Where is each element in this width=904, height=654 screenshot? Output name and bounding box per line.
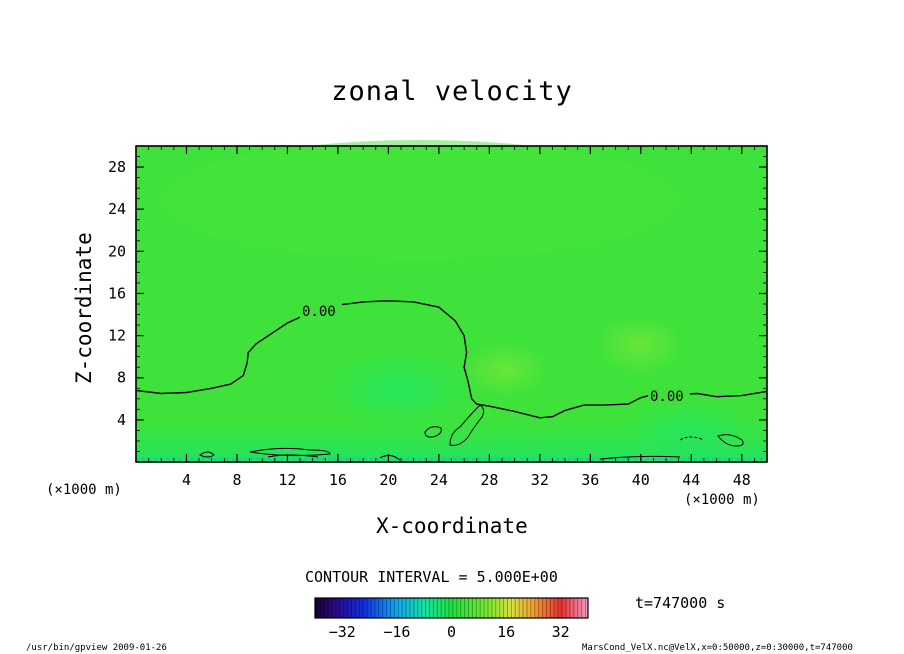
time-label: t=747000 s — [635, 594, 726, 612]
x-axis-label: X-coordinate — [376, 514, 528, 538]
footer-left: /usr/bin/gpview 2009-01-26 — [26, 643, 167, 653]
y-tick-label: 4 — [117, 411, 126, 429]
x-tick-label: 20 — [379, 471, 397, 489]
colorbar-tick-label: −32 — [329, 623, 356, 641]
x-tick-label: 36 — [581, 471, 599, 489]
x-axis: 4 8 12 16 20 24 28 32 36 40 44 48 — [135, 146, 768, 489]
colorbar-tick-label: −16 — [383, 623, 410, 641]
y-tick-label: 20 — [108, 242, 126, 260]
x-tick-label: 12 — [278, 471, 296, 489]
chart-title: zonal velocity — [331, 76, 573, 107]
x-tick-label: 40 — [632, 471, 650, 489]
colorbar: −32 −16 0 16 32 — [314, 597, 589, 641]
x-tick-label: 16 — [329, 471, 347, 489]
footer-right: MarsCond_VelX.nc@VelX,x=0:50000,z=0:3000… — [582, 643, 853, 653]
y-tick-label: 16 — [108, 284, 126, 302]
contour-label-1: 0.00 — [302, 304, 336, 320]
y-tick-label: 12 — [108, 327, 126, 345]
x-tick-label: 44 — [682, 471, 700, 489]
colorbar-tick-label: 16 — [497, 623, 515, 641]
x-unit-left: (×1000 m) — [46, 482, 122, 498]
x-tick-label: 24 — [430, 471, 448, 489]
x-unit-right: (×1000 m) — [684, 492, 760, 508]
y-tick-label: 28 — [108, 158, 126, 176]
y-tick-label: 24 — [108, 200, 126, 218]
x-tick-label: 28 — [480, 471, 498, 489]
x-tick-label: 48 — [733, 471, 751, 489]
contour-label-2: 0.00 — [650, 389, 684, 405]
y-axis: 4 8 12 16 20 24 28 — [108, 145, 767, 463]
plot-area — [136, 140, 767, 462]
colorbar-tick-label: 0 — [447, 623, 456, 641]
x-tick-label: 4 — [182, 471, 191, 489]
colorbar-tick-label: 32 — [552, 623, 570, 641]
y-axis-label: Z-coordinate — [72, 232, 96, 384]
x-tick-label: 32 — [531, 471, 549, 489]
y-tick-label: 8 — [117, 369, 126, 387]
x-tick-label: 8 — [232, 471, 241, 489]
contour-interval: CONTOUR INTERVAL = 5.000E+00 — [305, 568, 558, 586]
zero-contour-line — [135, 300, 768, 419]
